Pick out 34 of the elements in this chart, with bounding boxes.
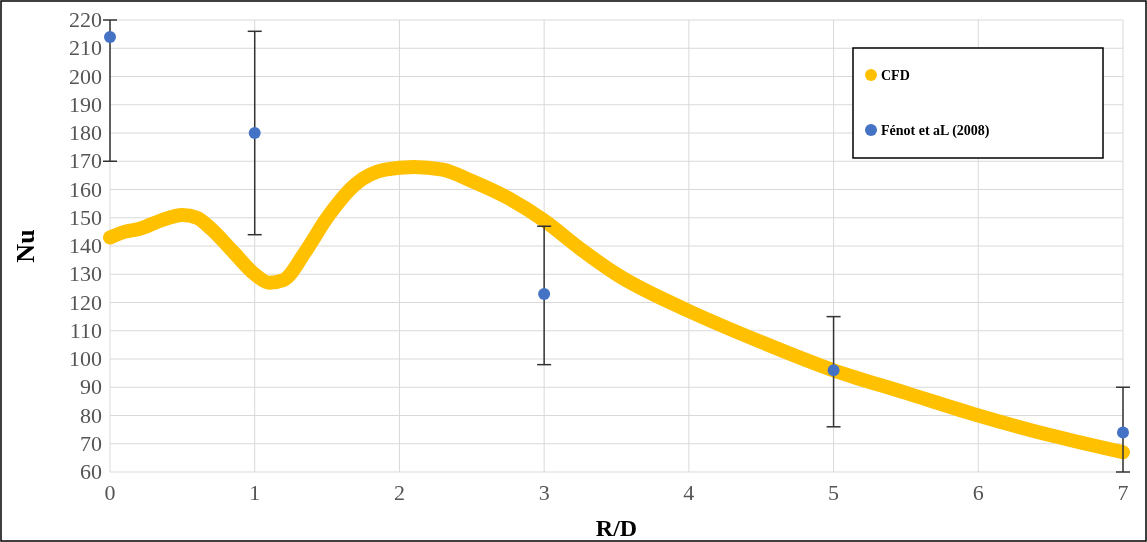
y-tick-label: 210 — [69, 35, 102, 61]
y-tick-label: 220 — [69, 7, 102, 32]
x-tick-label: 2 — [393, 480, 405, 505]
x-tick-label: 1 — [249, 480, 261, 505]
legend-label: CFD — [881, 68, 910, 83]
y-tick-label: 120 — [69, 289, 102, 315]
point — [1117, 426, 1129, 439]
x-axis-title: R/D — [595, 515, 638, 541]
y-tick-label: 140 — [69, 233, 102, 258]
point — [104, 30, 116, 43]
x-tick-label: 6 — [972, 480, 984, 505]
y-tick-label: 60 — [80, 459, 102, 484]
y-tick-label: 200 — [69, 63, 102, 89]
y-axis-title: Nu — [11, 229, 40, 263]
y-tick-label: 130 — [69, 261, 102, 287]
x-tick-label: 3 — [538, 480, 550, 505]
y-tick-label: 80 — [80, 402, 102, 428]
y-tick-label: 160 — [69, 176, 102, 202]
point — [827, 364, 840, 377]
x-tick-label: 7 — [1117, 480, 1129, 505]
y-tick-label: 70 — [80, 430, 102, 456]
y-tick-label: 100 — [69, 346, 102, 371]
y-tick-label: 90 — [80, 374, 102, 400]
point — [538, 288, 551, 301]
x-tick-label: 5 — [828, 480, 840, 505]
point — [248, 127, 261, 139]
legend-label: Fénot et aL (2008) — [881, 123, 990, 139]
y-tick-label: 150 — [69, 204, 102, 230]
y-tick-label: 170 — [69, 148, 102, 174]
y-tick-label: 110 — [69, 317, 102, 343]
y-tick-label: 180 — [69, 120, 102, 145]
x-tick-label: 4 — [683, 480, 695, 505]
y-tick-label: 190 — [69, 91, 102, 117]
x-tick-label: 0 — [104, 480, 116, 505]
